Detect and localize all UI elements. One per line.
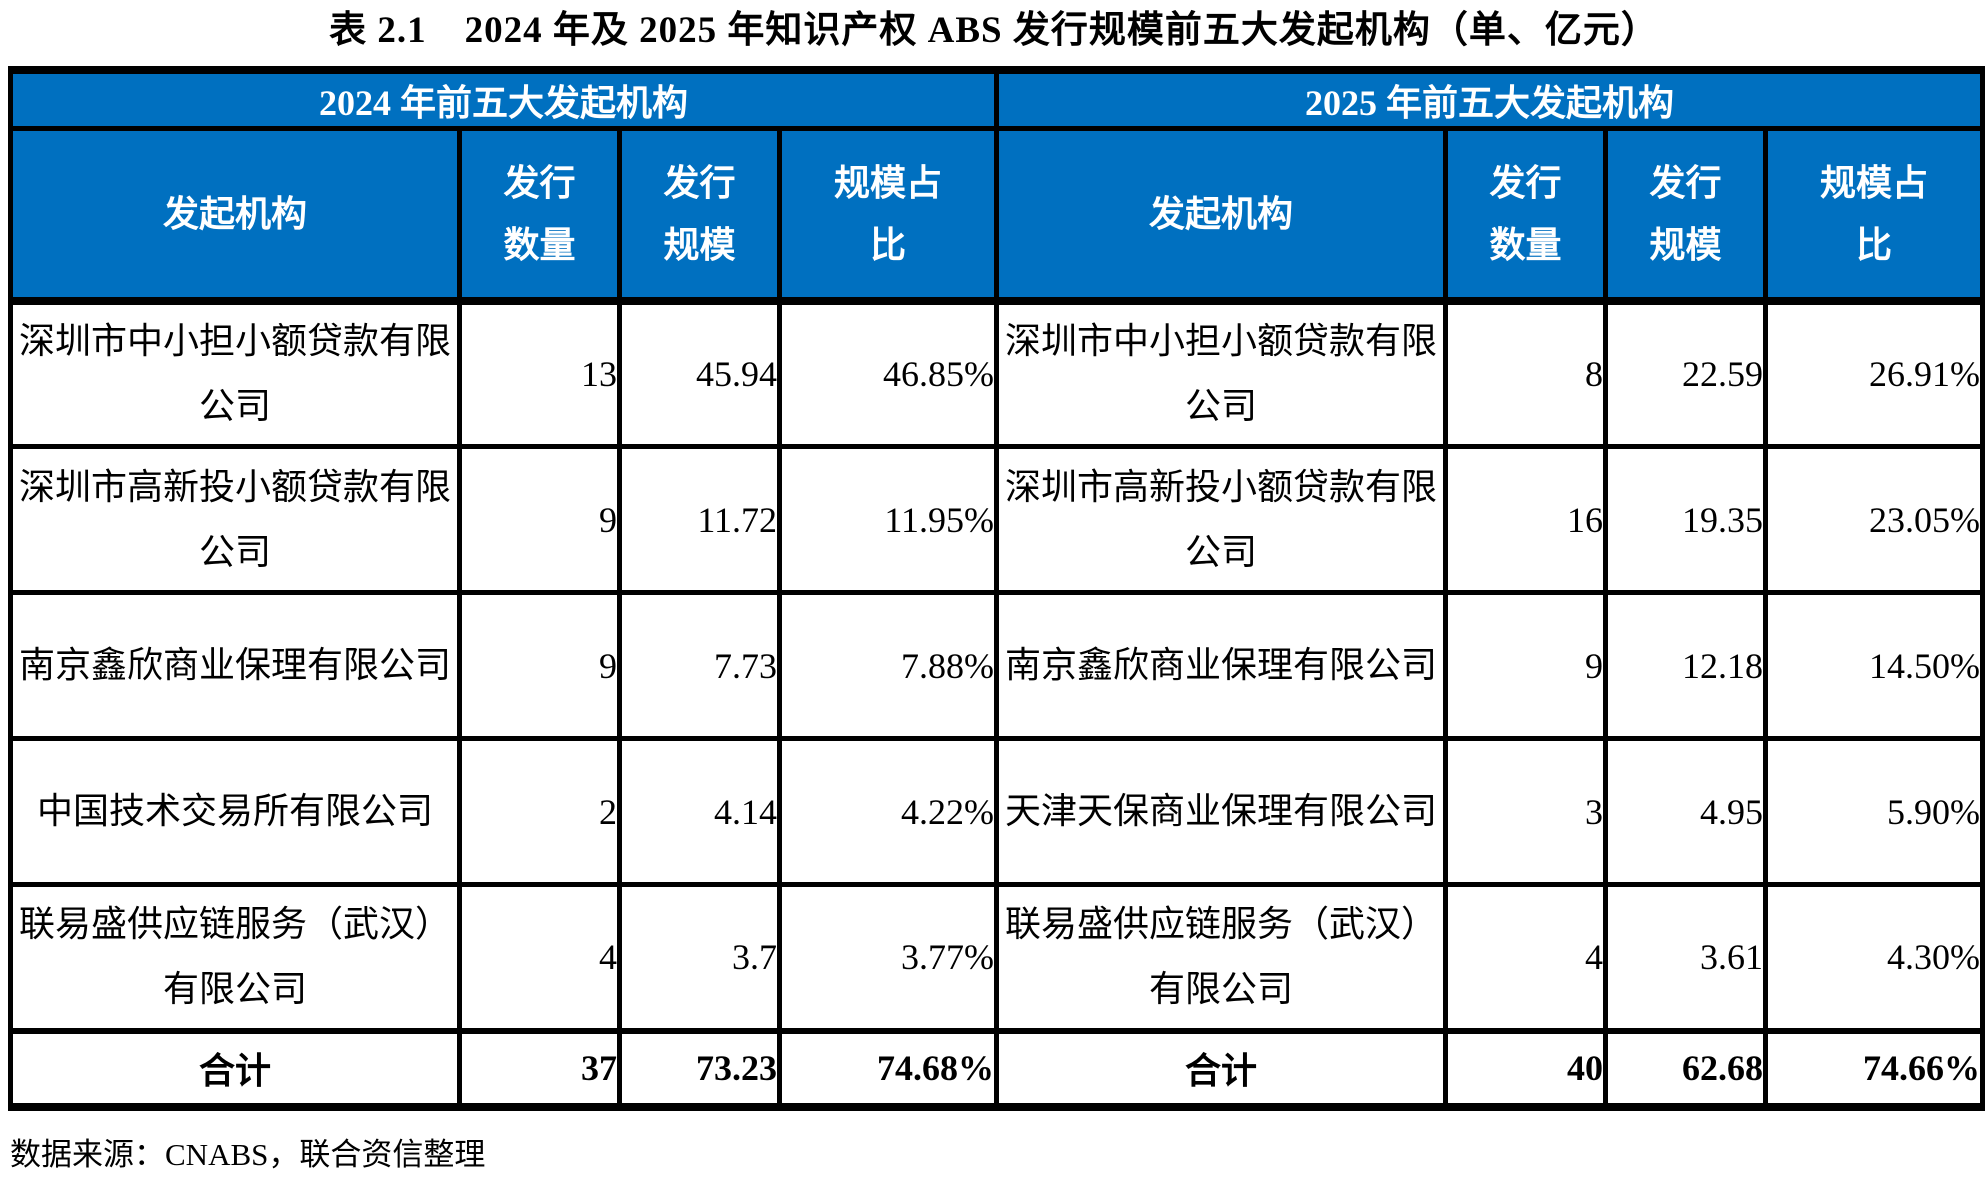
org-cell: 深圳市高新投小额贷款有限公司 [994, 444, 1449, 595]
table-row: 深圳市高新投小额贷款有限公司 9 11.72 11.95% 深圳市高新投小额贷款… [8, 444, 1986, 595]
col-header-scale-line2: 规模 [663, 224, 736, 265]
org-cell: 天津天保商业保理有限公司 [994, 736, 1449, 887]
share-cell: 4.22% [776, 736, 1000, 887]
issue-count-cell: 16 [1443, 444, 1609, 595]
group-header-2025: 2025 年前五大发起机构 [994, 67, 1986, 131]
issue-count-cell: 13 [457, 298, 622, 449]
issue-scale-cell: 3.61 [1603, 882, 1769, 1033]
total-share-cell: 74.68% [776, 1027, 1000, 1109]
total-scale-cell: 73.23 [617, 1027, 782, 1109]
col-header-count-left: 发行 数量 [457, 126, 622, 305]
col-header-org-right: 发起机构 [994, 126, 1449, 305]
table-row: 联易盛供应链服务（武汉）有限公司 4 3.7 3.77% 联易盛供应链服务（武汉… [8, 882, 1986, 1033]
org-cell: 联易盛供应链服务（武汉）有限公司 [994, 882, 1449, 1033]
col-header-share-line1: 规模占 [1820, 162, 1929, 203]
total-scale-cell: 62.68 [1603, 1027, 1769, 1109]
share-cell: 3.77% [776, 882, 1000, 1033]
col-header-org-left: 发起机构 [8, 126, 462, 305]
col-header-scale-right: 发行 规模 [1603, 126, 1769, 305]
share-cell: 26.91% [1763, 298, 1986, 449]
group-header-row: 2024 年前五大发起机构 2025 年前五大发起机构 [7, 67, 1986, 131]
table-row: 深圳市中小担小额贷款有限公司 13 45.94 46.85% 深圳市中小担小额贷… [8, 298, 1986, 449]
col-header-scale-line1: 发行 [663, 162, 736, 203]
org-cell: 中国技术交易所有限公司 [8, 736, 462, 887]
share-cell: 4.30% [1763, 882, 1986, 1033]
col-header-share-line2: 比 [1856, 224, 1893, 265]
data-source-note: 数据来源：CNABS，联合资信整理 [10, 1136, 486, 1172]
col-header-count-right: 发行 数量 [1443, 126, 1609, 305]
issue-count-cell: 8 [1443, 298, 1609, 449]
table-row: 中国技术交易所有限公司 2 4.14 4.22% 天津天保商业保理有限公司 3 … [8, 736, 1986, 887]
col-header-scale-line1: 发行 [1649, 162, 1722, 203]
issue-scale-cell: 22.59 [1603, 298, 1769, 449]
share-cell: 11.95% [776, 444, 1000, 595]
col-header-share-left: 规模占 比 [776, 126, 1000, 305]
share-cell: 7.88% [776, 590, 1000, 741]
issue-count-cell: 9 [1443, 590, 1609, 741]
total-label: 合计 [994, 1027, 1449, 1109]
table-title: 表 2.1 2024 年及 2025 年知识产权 ABS 发行规模前五大发起机构… [329, 10, 1659, 51]
org-cell: 南京鑫欣商业保理有限公司 [8, 590, 462, 741]
share-cell: 14.50% [1763, 590, 1986, 741]
org-cell: 深圳市中小担小额贷款有限公司 [8, 298, 462, 449]
abs-originators-table: 2024 年前五大发起机构 2025 年前五大发起机构 发起机构 发行 数量 发… [7, 66, 1986, 1111]
col-header-count-line2: 数量 [1489, 224, 1562, 265]
share-cell: 5.90% [1763, 736, 1986, 887]
col-header-scale-left: 发行 规模 [617, 126, 782, 305]
issue-scale-cell: 19.35 [1603, 444, 1769, 595]
col-header-share-line1: 规模占 [834, 162, 943, 203]
issue-count-cell: 9 [457, 444, 622, 595]
issue-scale-cell: 3.7 [617, 882, 782, 1033]
issue-scale-cell: 11.72 [617, 444, 782, 595]
org-cell: 联易盛供应链服务（武汉）有限公司 [8, 882, 462, 1033]
col-header-count-line1: 发行 [1489, 162, 1562, 203]
share-cell: 46.85% [776, 298, 1000, 449]
issue-scale-cell: 4.14 [617, 736, 782, 887]
col-header-scale-line2: 规模 [1649, 224, 1722, 265]
col-header-count-line2: 数量 [503, 224, 576, 265]
issue-scale-cell: 7.73 [617, 590, 782, 741]
org-cell: 深圳市高新投小额贷款有限公司 [8, 444, 462, 595]
column-header-row: 发起机构 发行 数量 发行 规模 规模占 比 发起机构 发行 数量 发行 规模 [8, 126, 1986, 305]
issue-count-cell: 4 [1443, 882, 1609, 1033]
group-header-2024: 2024 年前五大发起机构 [7, 67, 1000, 131]
org-cell: 深圳市中小担小额贷款有限公司 [994, 298, 1449, 449]
issue-count-cell: 4 [457, 882, 622, 1033]
col-header-count-line1: 发行 [503, 162, 576, 203]
table-row: 南京鑫欣商业保理有限公司 9 7.73 7.88% 南京鑫欣商业保理有限公司 9… [8, 590, 1986, 741]
issue-count-cell: 9 [457, 590, 622, 741]
share-cell: 23.05% [1763, 444, 1986, 595]
issue-scale-cell: 4.95 [1603, 736, 1769, 887]
issue-scale-cell: 12.18 [1603, 590, 1769, 741]
total-count-cell: 37 [457, 1027, 622, 1109]
col-header-share-line2: 比 [870, 224, 907, 265]
org-cell: 南京鑫欣商业保理有限公司 [994, 590, 1449, 741]
issue-count-cell: 3 [1443, 736, 1609, 887]
total-count-cell: 40 [1443, 1027, 1609, 1109]
total-share-cell: 74.66% [1763, 1027, 1986, 1109]
col-header-share-right: 规模占 比 [1763, 126, 1986, 305]
total-label: 合计 [8, 1027, 462, 1109]
issue-count-cell: 2 [457, 736, 622, 887]
issue-scale-cell: 45.94 [617, 298, 782, 449]
total-row: 合计 37 73.23 74.68% 合计 40 62.68 74.66% [8, 1027, 1986, 1109]
